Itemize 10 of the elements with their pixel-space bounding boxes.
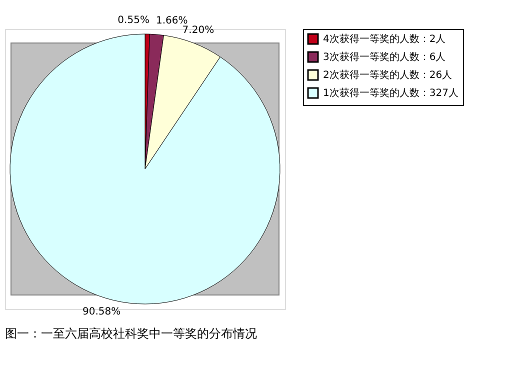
legend-label: 1次获得一等奖的人数：327人	[323, 87, 458, 99]
data-label: 90.58%	[82, 306, 121, 318]
data-label: 0.55%	[118, 15, 150, 26]
text: 图一：一至六届高校社科奖中一等奖的分布情况	[5, 326, 257, 341]
legend-label: 4次获得一等奖的人数：2人	[323, 33, 446, 45]
data-label: 7.20%	[182, 24, 214, 36]
pie-slice	[10, 34, 280, 304]
legend-label: 3次获得一等奖的人数：6人	[323, 51, 446, 63]
data-label: 1.66%	[156, 16, 188, 27]
legend-label: 2次获得一等奖的人数：26人	[323, 69, 452, 81]
